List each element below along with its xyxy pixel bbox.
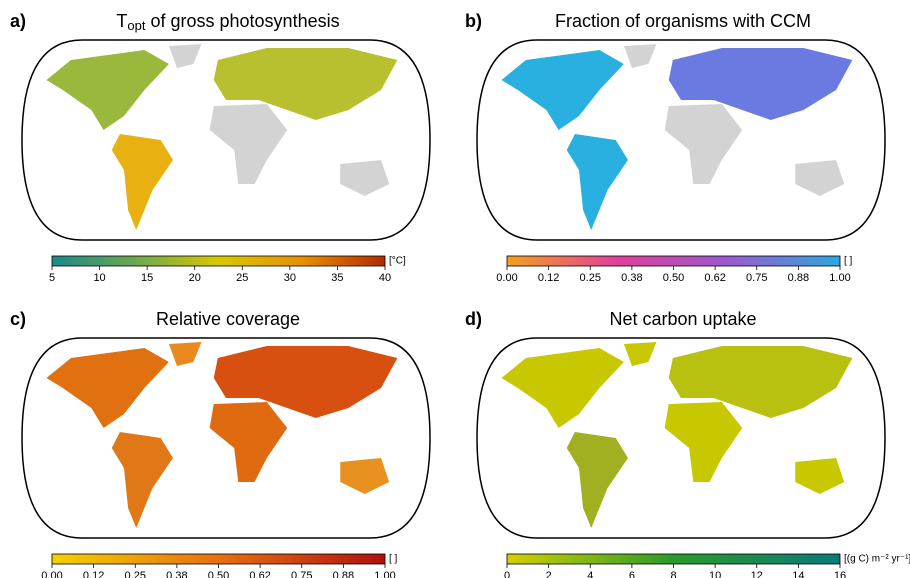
colorbar-unit: [ ] <box>844 256 853 267</box>
title-main: T <box>116 11 127 31</box>
colorbar-tick-label: 0.25 <box>580 272 601 284</box>
figure: a)Topt of gross photosynthesis5101520253… <box>0 0 910 578</box>
colorbar-tick-label: 4 <box>587 570 593 578</box>
land-region <box>46 348 168 428</box>
land-region <box>624 342 657 366</box>
colorbar-tick-label: 0 <box>504 570 510 578</box>
colorbar <box>52 256 385 266</box>
land-region <box>665 104 743 184</box>
colorbar-tick-label: 0.75 <box>291 570 312 578</box>
panel-letter: d) <box>465 309 482 329</box>
colorbar-tick-label: 15 <box>141 272 153 284</box>
land-region <box>169 342 202 366</box>
colorbar-tick-label: 8 <box>670 570 676 578</box>
land-region <box>169 44 202 68</box>
panel-title: Topt of gross photosynthesis <box>116 11 339 34</box>
colorbar-tick-label: 1.00 <box>374 570 395 578</box>
colorbar-tick-label: 10 <box>93 272 105 284</box>
colorbar <box>52 554 385 564</box>
land-region <box>112 432 173 528</box>
land-region <box>501 348 623 428</box>
panel-letter: a) <box>10 11 26 31</box>
colorbar-tick-label: 35 <box>331 272 343 284</box>
colorbar <box>507 554 840 564</box>
title-rest: of gross photosynthesis <box>145 11 339 31</box>
colorbar-tick-label: 0.50 <box>208 570 229 578</box>
panel-title: Net carbon uptake <box>609 309 756 329</box>
colorbar <box>507 256 840 266</box>
colorbar-tick-label: 0.88 <box>788 272 809 284</box>
title-subscript: opt <box>127 18 145 33</box>
title-main: Fraction of organisms with CCM <box>555 11 811 31</box>
panel-letter: b) <box>465 11 482 31</box>
land-region <box>501 50 623 130</box>
land-region <box>665 402 743 482</box>
colorbar-tick-label: 12 <box>751 570 763 578</box>
colorbar-tick-label: 5 <box>49 272 55 284</box>
land-region <box>112 134 173 230</box>
colorbar-unit: [°C] <box>389 256 406 267</box>
colorbar-tick-label: 0.38 <box>621 272 642 284</box>
colorbar-tick-label: 0.12 <box>538 272 559 284</box>
colorbar-tick-label: 0.12 <box>83 570 104 578</box>
colorbar-tick-label: 10 <box>709 570 721 578</box>
colorbar-tick-label: 0.25 <box>125 570 146 578</box>
colorbar-tick-label: 6 <box>629 570 635 578</box>
land-region <box>795 160 844 196</box>
colorbar-unit: [(g C) m⁻² yr⁻¹] <box>844 554 910 565</box>
title-main: Relative coverage <box>156 309 300 329</box>
colorbar-tick-label: 0.00 <box>41 570 62 578</box>
land-region <box>340 160 389 196</box>
colorbar-tick-label: 30 <box>284 272 296 284</box>
land-region <box>624 44 657 68</box>
land-region <box>567 432 628 528</box>
colorbar-tick-label: 0.88 <box>333 570 354 578</box>
panel-letter: c) <box>10 309 26 329</box>
land-region <box>210 104 288 184</box>
colorbar-tick-label: 0.00 <box>496 272 517 284</box>
colorbar-tick-label: 25 <box>236 272 248 284</box>
colorbar-tick-label: 20 <box>189 272 201 284</box>
colorbar-tick-label: 40 <box>379 272 391 284</box>
colorbar-tick-label: 0.62 <box>249 570 270 578</box>
colorbar-tick-label: 0.62 <box>704 272 725 284</box>
panel-title: Fraction of organisms with CCM <box>555 11 811 31</box>
title-main: Net carbon uptake <box>609 309 756 329</box>
land-region <box>795 458 844 494</box>
colorbar-tick-label: 0.75 <box>746 272 767 284</box>
colorbar-unit: [ ] <box>389 554 398 565</box>
land-region <box>210 402 288 482</box>
colorbar-tick-label: 0.38 <box>166 570 187 578</box>
colorbar-tick-label: 0.50 <box>663 272 684 284</box>
colorbar-tick-label: 1.00 <box>829 272 850 284</box>
colorbar-tick-label: 14 <box>792 570 804 578</box>
colorbar-tick-label: 2 <box>546 570 552 578</box>
land-region <box>46 50 168 130</box>
land-region <box>340 458 389 494</box>
land-region <box>567 134 628 230</box>
panel-title: Relative coverage <box>156 309 300 329</box>
colorbar-tick-label: 16 <box>834 570 846 578</box>
